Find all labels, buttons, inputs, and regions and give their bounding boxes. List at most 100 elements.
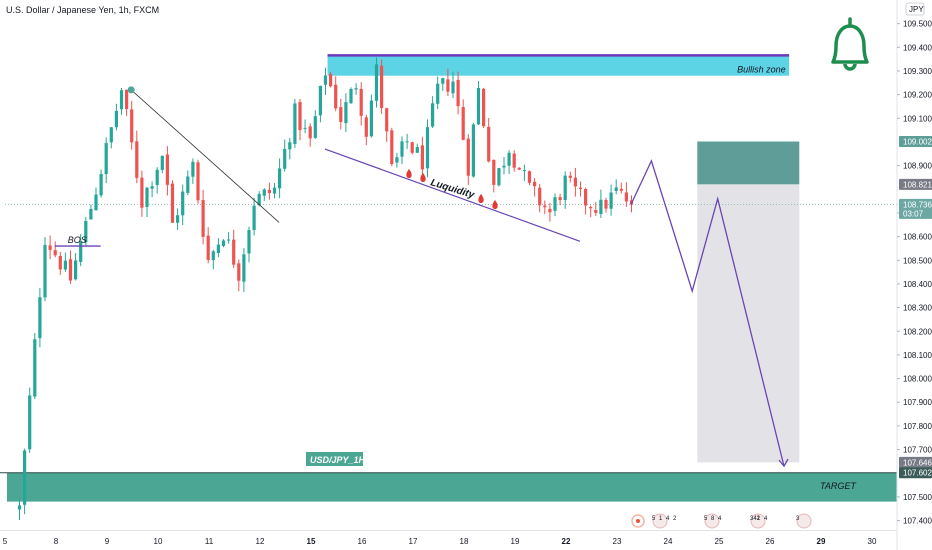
candle-body (221, 240, 226, 246)
x-tick-label: 9 (105, 537, 110, 546)
calendar-count: 4 (718, 516, 722, 522)
candle-body (247, 230, 251, 254)
target-label: TARGET (820, 481, 857, 491)
x-tick-label: 5 (3, 537, 8, 546)
x-tick-label: 22 (562, 537, 571, 546)
price-label-countdown: 03:07 (903, 209, 924, 218)
x-tick-label: 8 (54, 537, 59, 546)
x-tick-label: 19 (511, 537, 520, 546)
currency-label: JPY (909, 5, 924, 14)
candle-body (196, 162, 200, 201)
y-tick-label: 108.600 (903, 233, 932, 242)
candle-body (334, 84, 338, 109)
swing-high-marker (127, 86, 135, 94)
candle-body (140, 177, 144, 208)
y-tick-label: 108.500 (903, 256, 932, 265)
liquidity-drop-icon (420, 173, 426, 182)
candle-body (181, 191, 185, 216)
bullish-zone (327, 54, 790, 76)
candle-body (150, 186, 154, 189)
calendar-count: 1 (757, 516, 761, 522)
candle-body (165, 154, 169, 185)
projection-arrowhead (778, 458, 789, 468)
candle-body (206, 235, 210, 260)
x-tick-label: 25 (715, 537, 724, 546)
x-tick-label: 29 (817, 537, 826, 546)
y-tick-label: 108.000 (903, 375, 932, 384)
y-tick-label: 109.200 (903, 91, 932, 100)
candle-body (594, 210, 598, 213)
candle-body (28, 395, 32, 450)
candle-body (461, 107, 465, 140)
x-tick-label: 30 (868, 537, 877, 546)
candle-body (563, 175, 567, 201)
calendar-count: 5 (652, 516, 656, 522)
calendar-flag-icon[interactable] (652, 513, 668, 529)
liquidity-drop-icon (406, 169, 412, 178)
candle-body (420, 145, 424, 170)
candle-body (288, 142, 292, 150)
candle-body (293, 103, 297, 144)
candle-body (232, 239, 236, 265)
candle-body (369, 100, 373, 137)
candle-body (89, 209, 93, 220)
candle-body (262, 189, 266, 196)
candle-body (573, 177, 577, 187)
candle-body (517, 167, 521, 170)
candle-body (191, 161, 195, 177)
candle-body (104, 143, 108, 175)
candle-body (68, 259, 73, 281)
candle-body (252, 205, 256, 230)
price-label-bg (899, 198, 932, 219)
liquidity-drop-icon (478, 194, 484, 203)
candle-body (609, 192, 613, 209)
bell-icon[interactable] (831, 17, 869, 71)
candle-body (308, 126, 312, 139)
candle-body (604, 199, 608, 209)
candle-body (487, 126, 491, 162)
liquidity-drop-icon (492, 200, 498, 209)
candle-body (43, 244, 47, 298)
candle-body (374, 64, 379, 101)
candle-body (624, 192, 628, 202)
x-tick-label: 15 (307, 537, 316, 546)
candle-body (23, 450, 27, 505)
candle-body (109, 127, 113, 143)
y-tick-label: 109.400 (903, 43, 932, 52)
candle-body (492, 159, 496, 185)
candle-body (614, 187, 618, 192)
candle-body (436, 83, 440, 104)
candle-body (84, 220, 88, 243)
calendar-count: 5 (704, 516, 708, 522)
candle-body (17, 505, 22, 510)
candle-body (63, 260, 67, 270)
candle-body (303, 127, 307, 129)
candle-body (527, 171, 532, 183)
candle-body (48, 245, 52, 250)
candle-body (186, 176, 190, 193)
currency-badge[interactable] (905, 2, 925, 16)
x-tick-label: 11 (205, 537, 214, 546)
candle-body (538, 187, 542, 206)
calendar-flag-icon[interactable] (750, 513, 766, 529)
bullish-zone-label: Bullish zone (737, 65, 786, 75)
calendar-count: 8 (711, 516, 715, 522)
candle-body (364, 117, 368, 137)
calendar-flag-icon[interactable] (796, 513, 812, 529)
y-tick-label: 107.700 (903, 446, 932, 455)
candle-body (497, 168, 501, 186)
y-tick-label: 108.900 (903, 162, 932, 171)
calendar-count: 1 (659, 516, 663, 522)
calendar-flag-icon[interactable] (704, 513, 720, 529)
candle-body (33, 339, 37, 397)
price-label-bg (899, 135, 932, 147)
candle-body (512, 153, 516, 168)
candle-body (278, 168, 282, 189)
bos-label: BOS (68, 235, 87, 245)
candle-body (415, 147, 419, 153)
candle-body (79, 241, 83, 262)
candle-body (482, 88, 486, 127)
candle-body (176, 215, 180, 223)
